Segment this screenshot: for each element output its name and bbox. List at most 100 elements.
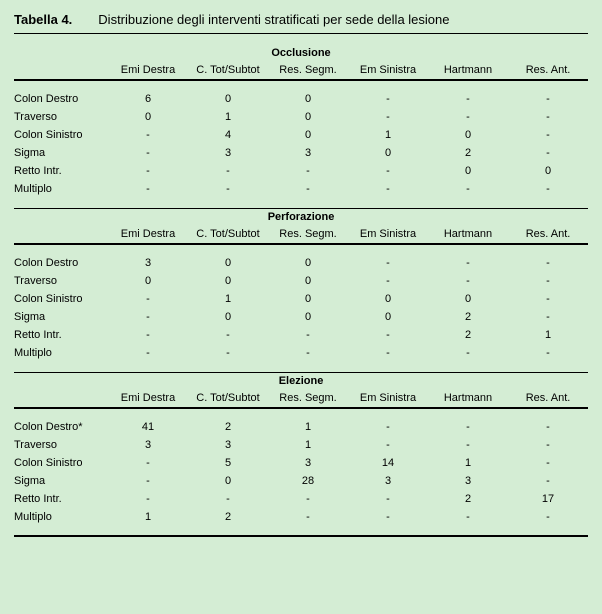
row-label: Retto Intr. xyxy=(14,162,108,180)
column-header: Res. Segm. xyxy=(268,226,348,244)
column-header: Res. Ant. xyxy=(508,390,588,408)
table-cell: 0 xyxy=(348,144,428,162)
table-row: Multiplo------ xyxy=(14,180,588,198)
table-cell: - xyxy=(428,180,508,198)
table-cell: 2 xyxy=(188,418,268,436)
table-cell: 0 xyxy=(268,254,348,272)
table-row: Retto Intr.----21 xyxy=(14,326,588,344)
table-cell: 0 xyxy=(428,126,508,144)
table-cell: 14 xyxy=(348,454,428,472)
row-label: Traverso xyxy=(14,108,108,126)
table-cell: 2 xyxy=(428,326,508,344)
column-header: Emi Destra xyxy=(108,390,188,408)
table-cell: 3 xyxy=(428,472,508,490)
table-row: Sigma-3302- xyxy=(14,144,588,162)
table-cell: 0 xyxy=(268,126,348,144)
table-cell: - xyxy=(428,108,508,126)
column-header: Hartmann xyxy=(428,62,508,80)
column-header-blank xyxy=(14,226,108,244)
table-cell: - xyxy=(268,344,348,362)
row-label: Sigma xyxy=(14,472,108,490)
row-label: Sigma xyxy=(14,144,108,162)
table-cell: 1 xyxy=(188,290,268,308)
row-label: Multiplo xyxy=(14,180,108,198)
table-cell: 0 xyxy=(348,290,428,308)
row-label: Traverso xyxy=(14,272,108,290)
table-cell: - xyxy=(508,272,588,290)
table-cell: 0 xyxy=(268,290,348,308)
table-cell: - xyxy=(108,180,188,198)
table-row: Retto Intr.----217 xyxy=(14,490,588,508)
table-cell: 0 xyxy=(188,272,268,290)
table-cell: 0 xyxy=(268,308,348,326)
table-cell: 2 xyxy=(428,144,508,162)
section-title: Elezione xyxy=(14,372,588,390)
table-cell: 3 xyxy=(188,144,268,162)
table-row: Colon Sinistro-1000- xyxy=(14,290,588,308)
table-cell: - xyxy=(348,344,428,362)
table-cell: 0 xyxy=(108,272,188,290)
table-cell: 6 xyxy=(108,90,188,108)
table-cell: - xyxy=(508,454,588,472)
table-cell: - xyxy=(348,418,428,436)
table-cell: - xyxy=(268,490,348,508)
table-cell: - xyxy=(348,272,428,290)
row-label: Multiplo xyxy=(14,344,108,362)
table-cell: - xyxy=(428,508,508,526)
table-row: Multiplo12---- xyxy=(14,508,588,526)
table-row: Retto Intr.----00 xyxy=(14,162,588,180)
table-cell: - xyxy=(348,90,428,108)
table-row: Colon Sinistro-53141- xyxy=(14,454,588,472)
table-cell: 1 xyxy=(268,436,348,454)
table-cell: 0 xyxy=(188,90,268,108)
row-label: Retto Intr. xyxy=(14,490,108,508)
column-header: C. Tot/Subtot xyxy=(188,226,268,244)
table-cell: - xyxy=(428,90,508,108)
table-cell: - xyxy=(108,290,188,308)
table-cell: - xyxy=(508,254,588,272)
table-cell: - xyxy=(188,326,268,344)
table-cell: - xyxy=(268,162,348,180)
table-cell: - xyxy=(508,436,588,454)
row-label: Colon Destro xyxy=(14,90,108,108)
column-header: Emi Destra xyxy=(108,226,188,244)
table-row: Sigma-0002- xyxy=(14,308,588,326)
table-cell: 0 xyxy=(188,308,268,326)
column-header: Em Sinistra xyxy=(348,390,428,408)
table-cell: - xyxy=(508,308,588,326)
section-title: Perforazione xyxy=(14,208,588,226)
table-cell: 1 xyxy=(268,418,348,436)
table-cell: - xyxy=(428,344,508,362)
column-header: C. Tot/Subtot xyxy=(188,390,268,408)
row-label: Colon Destro xyxy=(14,254,108,272)
row-label: Colon Destro* xyxy=(14,418,108,436)
column-header: Emi Destra xyxy=(108,62,188,80)
table-cell: - xyxy=(348,180,428,198)
column-header: Res. Ant. xyxy=(508,226,588,244)
table-cell: - xyxy=(348,108,428,126)
table-row: Traverso010--- xyxy=(14,108,588,126)
table-cell: 0 xyxy=(108,108,188,126)
table-cell: - xyxy=(108,326,188,344)
table-cell: - xyxy=(348,326,428,344)
table-cell: - xyxy=(508,144,588,162)
table-cell: 0 xyxy=(268,272,348,290)
column-header-blank xyxy=(14,390,108,408)
column-header: Hartmann xyxy=(428,390,508,408)
table-cell: - xyxy=(108,126,188,144)
table-cell: - xyxy=(188,162,268,180)
table-cell: - xyxy=(108,308,188,326)
table-cell: - xyxy=(268,326,348,344)
table-cell: - xyxy=(428,254,508,272)
table-cell: 1 xyxy=(348,126,428,144)
table-cell: 2 xyxy=(188,508,268,526)
column-header: Res. Segm. xyxy=(268,62,348,80)
table-cell: - xyxy=(188,180,268,198)
table-cell: - xyxy=(108,454,188,472)
row-label: Colon Sinistro xyxy=(14,126,108,144)
row-label: Traverso xyxy=(14,436,108,454)
table-cell: 5 xyxy=(188,454,268,472)
table-cell: - xyxy=(508,108,588,126)
table-cell: - xyxy=(108,490,188,508)
table-cell: 3 xyxy=(348,472,428,490)
